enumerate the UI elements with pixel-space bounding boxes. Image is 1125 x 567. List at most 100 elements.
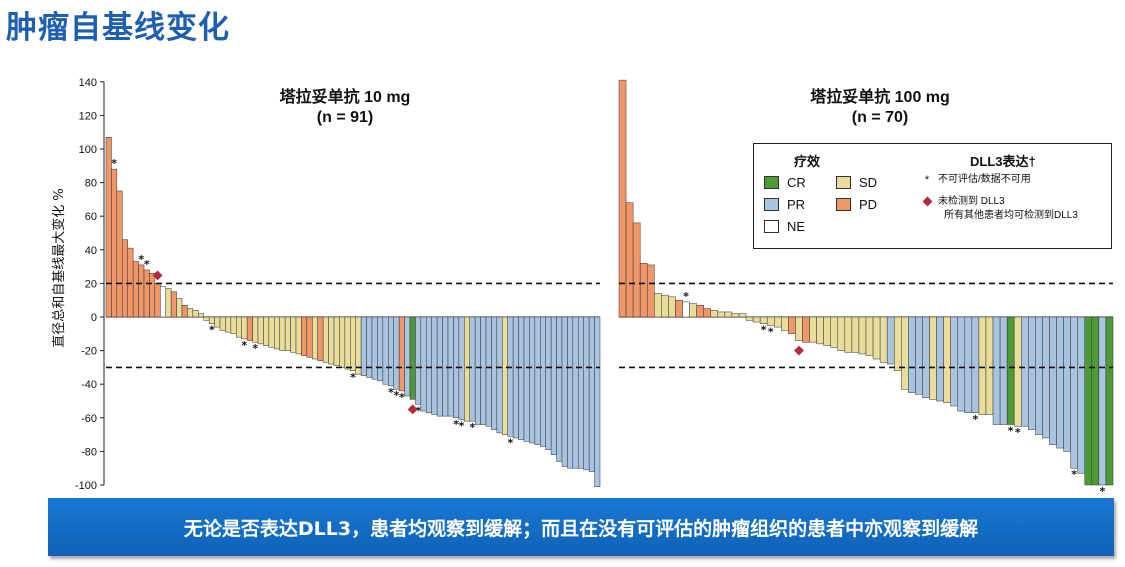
bar-100mg [893, 316, 902, 372]
bar-10mg [111, 168, 118, 318]
bar-100mg [908, 316, 916, 393]
diamond-marker [407, 404, 418, 415]
bar-10mg [154, 283, 161, 318]
bar-100mg [971, 316, 980, 414]
bar-10mg [491, 316, 498, 430]
star-marker: * [138, 253, 144, 266]
bar-100mg [1035, 316, 1043, 435]
bar-100mg [689, 303, 697, 318]
bar-100mg [766, 316, 775, 326]
star-marker: * [761, 324, 767, 337]
bar-10mg [317, 316, 324, 361]
bar-100mg [1070, 316, 1078, 469]
y-tick-label: -20 [81, 346, 97, 358]
bar-100mg [752, 316, 761, 323]
bar-10mg [507, 316, 514, 437]
legend-swatch-pd [836, 198, 851, 211]
legend-star-label: 不可评估/数据不可用 [938, 174, 1031, 185]
bar-10mg [393, 316, 400, 390]
legend-label-pr: PR [787, 197, 806, 212]
bar-10mg [382, 316, 389, 385]
star-marker: * [1071, 468, 1077, 481]
bar-10mg [518, 316, 525, 440]
bar-100mg [1084, 316, 1093, 486]
bar-100mg [781, 316, 789, 331]
bar-100mg [957, 316, 966, 412]
bar-10mg [485, 316, 492, 427]
bar-100mg [985, 316, 994, 415]
bar-100mg [710, 310, 719, 318]
bar-10mg [274, 316, 280, 350]
bar-10mg [241, 316, 248, 340]
bar-10mg [398, 316, 405, 392]
bar-10mg [534, 316, 541, 445]
bar-100mg [802, 316, 810, 343]
bar-10mg [203, 316, 210, 321]
bar-10mg [138, 264, 145, 318]
bar-10mg [268, 316, 275, 348]
panel-title-10mg-line1: 塔拉妥单抗 10 mg [279, 89, 411, 106]
star-marker: * [252, 342, 258, 355]
bar-100mg [1077, 316, 1086, 474]
bar-10mg [214, 316, 221, 328]
page-title: 肿瘤自基线变化 [6, 10, 230, 46]
bar-100mg [915, 316, 923, 395]
bar-10mg [474, 316, 481, 425]
bar-10mg [420, 316, 427, 412]
bar-100mg [1063, 316, 1071, 452]
y-tick-label: -100 [75, 480, 97, 492]
bar-10mg [366, 316, 373, 378]
legend: 疗效 DLL3表达† CR PR NE SD PD * 不可评估/数据不可用 未… [753, 143, 1112, 249]
bar-10mg [496, 316, 503, 434]
bar-10mg [301, 316, 308, 356]
star-marker: * [1008, 425, 1014, 438]
bar-100mg [675, 299, 683, 318]
legend-swatch-ne [764, 220, 779, 233]
bar-10mg [502, 316, 508, 435]
bar-10mg [442, 316, 449, 417]
bar-10mg [246, 316, 253, 341]
bar-10mg [355, 316, 362, 375]
y-tick-label: -40 [81, 379, 97, 391]
bar-100mg [872, 316, 881, 360]
star-marker: * [683, 290, 689, 303]
bar-100mg [851, 316, 860, 353]
y-tick-label: 60 [85, 211, 97, 223]
legend-item-pr: PR [764, 197, 805, 212]
bar-100mg [696, 304, 704, 318]
legend-label-cr: CR [787, 175, 806, 190]
legend-all-others-entry: 所有其他患者均可检测到DLL3 [944, 210, 1078, 222]
bar-10mg [344, 316, 351, 370]
diamond-marker [152, 270, 163, 281]
bar-10mg [588, 316, 595, 472]
bar-100mg [745, 316, 754, 321]
legend-all-others-label: 所有其他患者均可检测到DLL3 [944, 210, 1078, 221]
star-marker: * [1015, 426, 1021, 439]
bar-100mg [1105, 316, 1114, 486]
bar-10mg [257, 316, 264, 345]
bar-100mg [978, 316, 987, 415]
bar-10mg [328, 316, 335, 365]
star-marker: * [470, 421, 476, 434]
star-marker: * [1100, 485, 1106, 498]
bar-10mg [208, 316, 215, 324]
star-marker: * [415, 404, 421, 417]
bar-100mg [1042, 316, 1050, 439]
y-tick-label: 20 [85, 278, 97, 290]
bar-10mg [122, 239, 128, 318]
bar-10mg [322, 316, 329, 363]
legend-diamond-label: 未检测到 DLL3 [938, 196, 1005, 207]
legend-item-sd: SD [836, 175, 877, 190]
bar-100mg [1006, 316, 1015, 425]
star-icon: * [924, 174, 930, 186]
bar-10mg [512, 316, 519, 439]
y-tick-label: 80 [85, 178, 97, 190]
legend-response-header: 疗效 [794, 154, 821, 169]
bars-layer [105, 79, 1114, 487]
star-marker: * [453, 418, 459, 431]
bar-100mg [992, 316, 1001, 425]
annotation-markers: ** *** *** * *** * **** *** *** [111, 157, 1105, 498]
star-marker: * [144, 258, 150, 271]
star-marker: * [394, 389, 400, 402]
bar-100mg [858, 316, 867, 355]
